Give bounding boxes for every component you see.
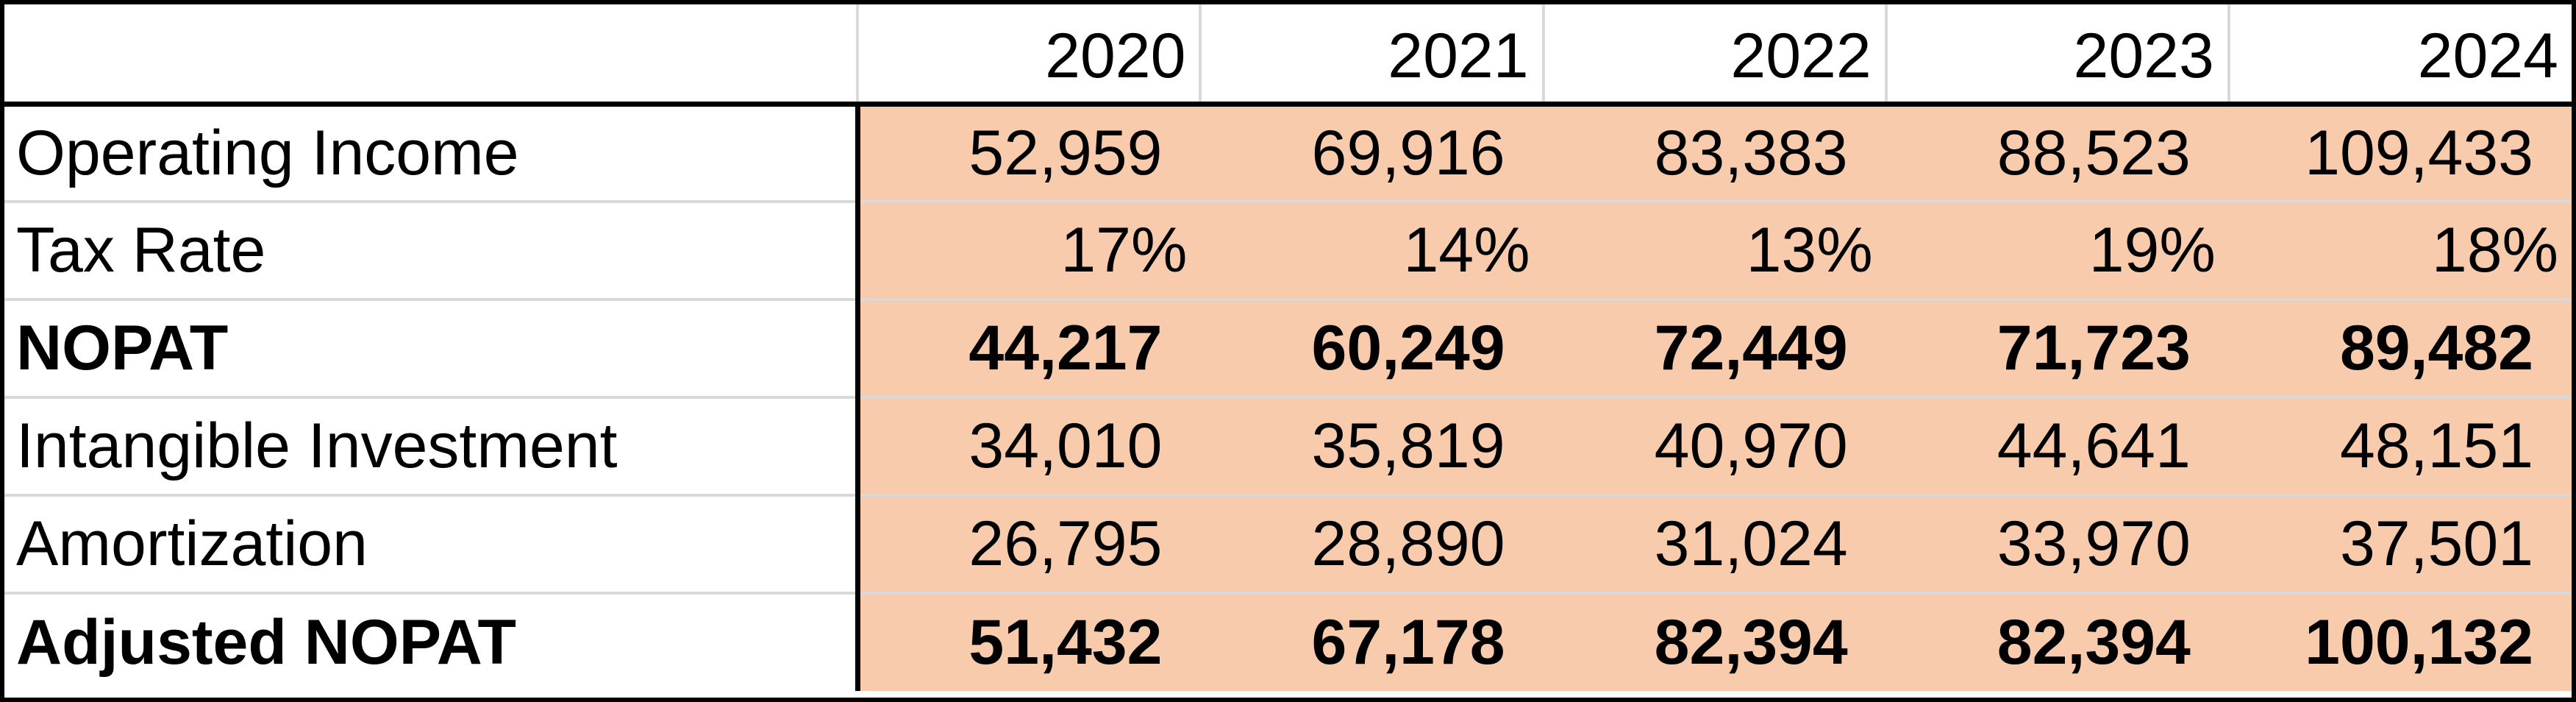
cell-adjusted-nopat-2020[interactable]: 51,432 [854,593,1201,691]
corner-cell[interactable] [4,4,860,107]
row-amortization: Amortization 26,795 28,890 31,024 33,970… [4,495,2572,595]
cell-operating-income-2021[interactable]: 69,916 [1200,104,1544,203]
cell-amortization-2020[interactable]: 26,795 [854,495,1201,595]
row-intangible-investment: Intangible Investment 34,010 35,819 40,9… [4,397,2572,497]
cell-amortization-2023[interactable]: 33,970 [1885,495,2229,595]
row-label-intangible-investment[interactable]: Intangible Investment [4,397,858,497]
cell-amortization-2021[interactable]: 28,890 [1200,495,1544,595]
row-tax-rate: Tax Rate 17% 14% 13% 19% 18% [4,202,2572,301]
cell-nopat-2020[interactable]: 44,217 [854,299,1201,399]
cell-operating-income-2023[interactable]: 88,523 [1885,104,2229,203]
row-operating-income: Operating Income 52,959 69,916 83,383 88… [4,104,2572,203]
year-header-2023[interactable]: 2023 [1885,4,2230,107]
cell-amortization-2024[interactable]: 37,501 [2228,495,2572,595]
row-adjusted-nopat: Adjusted NOPAT 51,432 67,178 82,394 82,3… [4,593,2572,691]
cell-tax-rate-2023[interactable]: 19% [1885,202,2229,301]
cell-nopat-2021[interactable]: 60,249 [1200,299,1544,399]
cell-nopat-2023[interactable]: 71,723 [1885,299,2229,399]
cell-intangible-investment-2020[interactable]: 34,010 [854,397,1201,497]
cell-operating-income-2022[interactable]: 83,383 [1543,104,1886,203]
cell-intangible-investment-2023[interactable]: 44,641 [1885,397,2229,497]
cell-tax-rate-2022[interactable]: 13% [1543,202,1886,301]
row-nopat: NOPAT 44,217 60,249 72,449 71,723 89,482 [4,299,2572,399]
row-label-operating-income[interactable]: Operating Income [4,104,858,203]
cell-operating-income-2024[interactable]: 109,433 [2228,104,2572,203]
cell-tax-rate-2024[interactable]: 18% [2228,202,2572,301]
cell-adjusted-nopat-2021[interactable]: 67,178 [1200,593,1544,691]
year-header-2024[interactable]: 2024 [2228,4,2572,107]
year-header-2021[interactable]: 2021 [1200,4,1545,107]
year-header-2022[interactable]: 2022 [1543,4,1888,107]
header-row: 2020 2021 2022 2023 2024 [4,4,2572,107]
cell-operating-income-2020[interactable]: 52,959 [854,104,1201,203]
year-header-2020[interactable]: 2020 [857,4,1202,107]
row-label-adjusted-nopat[interactable]: Adjusted NOPAT [4,593,858,691]
cell-tax-rate-2020[interactable]: 17% [854,202,1201,301]
cell-tax-rate-2021[interactable]: 14% [1200,202,1544,301]
row-label-tax-rate[interactable]: Tax Rate [4,202,858,301]
cell-adjusted-nopat-2022[interactable]: 82,394 [1543,593,1886,691]
nopat-table: 2020 2021 2022 2023 2024 Operating Incom… [4,4,2572,691]
row-label-amortization[interactable]: Amortization [4,495,858,595]
row-label-nopat[interactable]: NOPAT [4,299,858,399]
cell-nopat-2022[interactable]: 72,449 [1543,299,1886,399]
cell-intangible-investment-2021[interactable]: 35,819 [1200,397,1544,497]
cell-nopat-2024[interactable]: 89,482 [2228,299,2572,399]
cell-intangible-investment-2022[interactable]: 40,970 [1543,397,1886,497]
cell-adjusted-nopat-2023[interactable]: 82,394 [1885,593,2229,691]
cell-adjusted-nopat-2024[interactable]: 100,132 [2228,593,2572,691]
cell-amortization-2022[interactable]: 31,024 [1543,495,1886,595]
cell-intangible-investment-2024[interactable]: 48,151 [2228,397,2572,497]
